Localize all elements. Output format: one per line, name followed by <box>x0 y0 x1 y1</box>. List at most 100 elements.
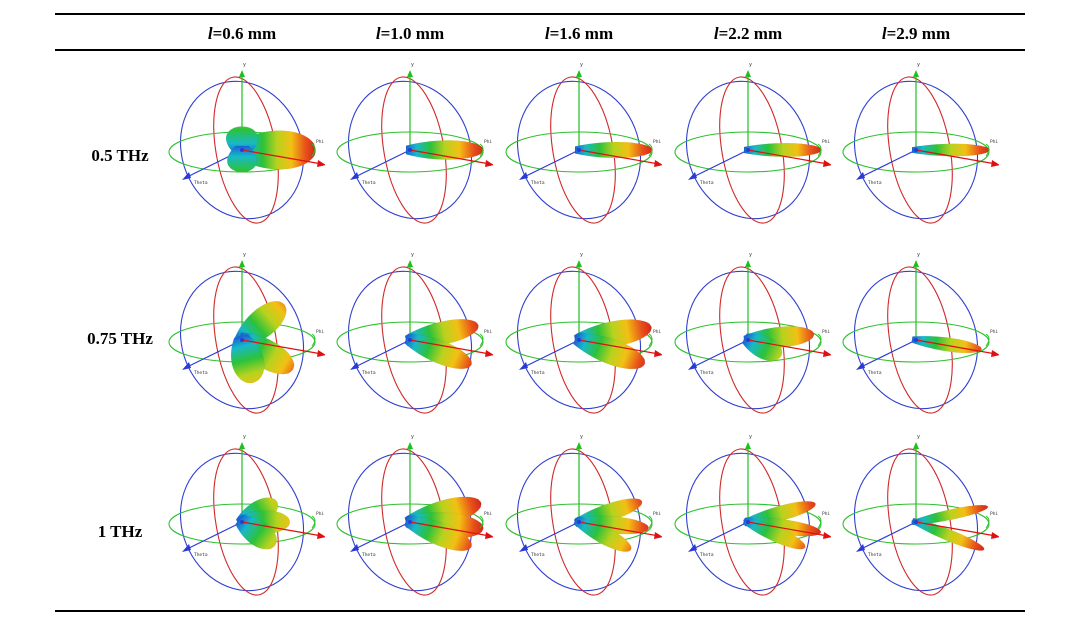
x-axis <box>409 339 491 355</box>
radiation-pattern-plot: yThetaxPhi <box>674 252 831 414</box>
y-axis-arrowhead <box>745 70 751 77</box>
theta-axis <box>521 149 580 179</box>
radiation-pattern-cell: yThetaxPhi <box>834 430 999 608</box>
x-axis <box>578 339 660 355</box>
radiation-pattern-cell: yThetaxPhi <box>834 248 999 426</box>
column-header-l-0.6: l=0.6 mm <box>207 24 277 43</box>
theta-axis <box>858 339 917 369</box>
y-axis-arrowhead <box>407 70 413 77</box>
theta-axis-arrowhead <box>519 362 528 370</box>
theta-axis-arrowhead <box>688 172 697 180</box>
x-axis <box>241 149 323 165</box>
y-axis-arrowhead <box>239 70 245 77</box>
phi-label: Phi <box>822 139 830 145</box>
column-header-l-1.6: l=1.6 mm <box>544 24 614 43</box>
radiation-pattern-plot: yThetaxPhi <box>674 434 831 596</box>
y-axis-label: y <box>749 434 752 440</box>
vertical-ring-outer <box>685 270 811 410</box>
theta-axis-arrowhead <box>519 544 528 552</box>
vertical-ring-outer <box>347 270 473 410</box>
x-axis <box>915 521 997 537</box>
origin-marker <box>240 148 244 152</box>
theta-label: Theta <box>868 552 882 558</box>
phi-label: Phi <box>653 511 661 517</box>
y-axis-arrowhead <box>407 260 413 267</box>
origin-marker <box>408 148 412 152</box>
y-axis-label: y <box>580 252 583 258</box>
radiation-pattern-plot: yThetaxPhi <box>168 62 325 224</box>
radiation-pattern-plot: yThetaxPhi <box>168 434 325 596</box>
radiation-pattern-plot: yThetaxPhi <box>674 62 831 224</box>
vertical-ring-outer <box>179 452 305 592</box>
phi-arc <box>311 333 316 347</box>
theta-axis-arrowhead <box>350 362 359 370</box>
radiation-pattern-plot: yThetaxPhi <box>336 252 493 414</box>
theta-axis <box>521 339 580 369</box>
radiation-pattern-plot: yThetaxPhi <box>505 62 662 224</box>
phi-arc <box>648 143 653 157</box>
radiation-pattern-plot: yThetaxPhi <box>505 252 662 414</box>
radiation-pattern-cell: yThetaxPhi <box>497 430 662 608</box>
phi-arc <box>985 333 990 347</box>
theta-axis-arrowhead <box>856 172 865 180</box>
theta-axis-arrowhead <box>688 362 697 370</box>
radiation-pattern-plot: yThetaxPhi <box>842 62 999 224</box>
column-header-l-2.2: l=2.2 mm <box>713 24 783 43</box>
radiation-lobe <box>230 334 265 384</box>
y-axis-arrowhead <box>745 260 751 267</box>
radiation-pattern-plot: yThetaxPhi <box>168 252 325 414</box>
x-axis-arrowhead <box>991 350 999 357</box>
radiation-pattern-cell: yThetaxPhi <box>666 430 831 608</box>
theta-axis <box>858 149 917 179</box>
row-header-0.5-thz: 0.5 THz <box>91 146 149 165</box>
x-axis <box>241 521 323 537</box>
theta-axis <box>521 521 580 551</box>
phi-label: Phi <box>484 329 492 335</box>
x-axis <box>241 339 323 355</box>
y-axis-label: y <box>411 434 414 440</box>
x-axis <box>915 339 997 355</box>
vertical-ring-outer <box>853 80 979 220</box>
radiation-pattern-plot: yThetaxPhi <box>336 62 493 224</box>
x-axis-arrowhead <box>991 160 999 167</box>
x-axis-arrowhead <box>317 532 325 539</box>
y-axis-label: y <box>580 434 583 440</box>
radiation-pattern-plot: yThetaxPhi <box>336 434 493 596</box>
theta-axis <box>858 521 917 551</box>
vertical-ring-inner <box>887 266 953 414</box>
x-axis <box>409 521 491 537</box>
phi-label: Phi <box>990 139 998 145</box>
theta-axis <box>184 521 243 551</box>
theta-axis-arrowhead <box>350 544 359 552</box>
theta-axis-arrowhead <box>182 172 191 180</box>
x-axis <box>915 149 997 165</box>
theta-axis <box>690 521 749 551</box>
theta-axis <box>352 521 411 551</box>
phi-label: Phi <box>316 511 324 517</box>
phi-arc <box>479 143 484 157</box>
theta-axis-arrowhead <box>688 544 697 552</box>
radiation-lobe <box>573 516 632 552</box>
phi-label: Phi <box>316 329 324 335</box>
x-axis-arrowhead <box>485 532 493 539</box>
radiation-lobe <box>574 141 653 159</box>
y-axis-label: y <box>411 252 414 258</box>
y-axis-label: y <box>917 252 920 258</box>
x-axis-arrowhead <box>823 350 831 357</box>
y-axis-arrowhead <box>913 70 919 77</box>
table-top-rule <box>55 13 1025 15</box>
y-axis-arrowhead <box>576 70 582 77</box>
theta-label: Theta <box>362 180 376 186</box>
theta-label: Theta <box>868 370 882 376</box>
x-axis-arrowhead <box>654 350 662 357</box>
phi-arc <box>817 143 822 157</box>
phi-label: Phi <box>484 139 492 145</box>
radiation-pattern-cell: yThetaxPhi <box>160 58 325 236</box>
y-axis-arrowhead <box>913 260 919 267</box>
x-axis-arrowhead <box>823 160 831 167</box>
origin-marker <box>914 148 918 152</box>
row-header-0.75-thz: 0.75 THz <box>87 329 153 348</box>
phi-label: Phi <box>484 511 492 517</box>
origin-marker <box>577 338 581 342</box>
phi-arc <box>648 515 653 529</box>
